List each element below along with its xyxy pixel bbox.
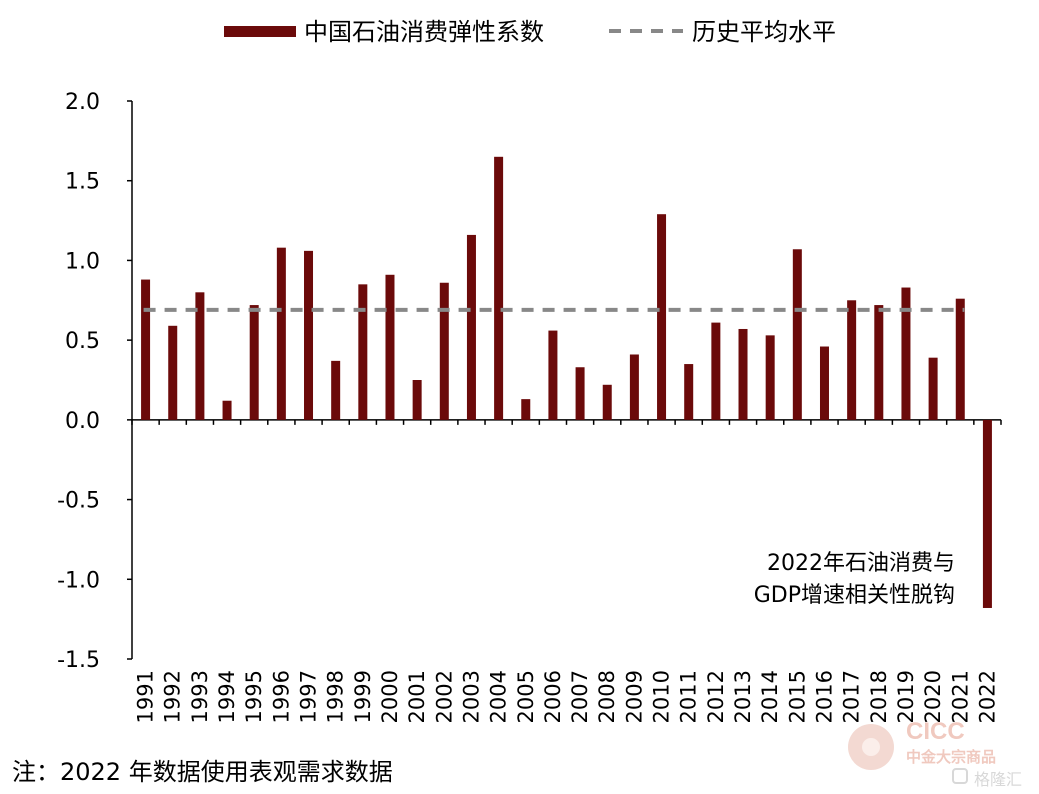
x-tick-label: 2015 bbox=[785, 670, 809, 723]
bar-2019 bbox=[901, 287, 911, 420]
x-tick-label: 2013 bbox=[731, 670, 755, 723]
y-tick-label: -1.0 bbox=[57, 568, 100, 593]
x-tick-label: 2019 bbox=[894, 670, 918, 723]
bar-1997 bbox=[304, 250, 314, 420]
x-tick-label: 1998 bbox=[324, 670, 348, 723]
x-tick-label: 2006 bbox=[541, 670, 565, 723]
bar-2013 bbox=[738, 328, 748, 420]
bar-2022 bbox=[982, 419, 992, 608]
bar-2021 bbox=[955, 298, 965, 420]
legend-bar-label: 中国石油消费弹性系数 bbox=[304, 18, 544, 46]
x-tick-label: 2003 bbox=[459, 670, 483, 723]
bar-1993 bbox=[195, 292, 205, 420]
bar-2009 bbox=[629, 354, 639, 420]
x-tick-label: 2017 bbox=[840, 670, 864, 723]
y-tick-label: 1.0 bbox=[65, 249, 100, 274]
y-tick-label: 0.5 bbox=[65, 329, 100, 354]
bar-2017 bbox=[847, 300, 857, 420]
y-tick-label: -0.5 bbox=[57, 489, 100, 514]
x-tick-label: 2016 bbox=[812, 670, 836, 723]
watermark-sub: 中金大宗商品 bbox=[906, 748, 997, 766]
watermark-sub2: 格隆汇 bbox=[974, 770, 1023, 789]
bar-2001 bbox=[412, 380, 422, 420]
x-tick-label: 2012 bbox=[704, 670, 728, 723]
x-tick-label: 2001 bbox=[405, 670, 429, 723]
y-tick-label: -1.5 bbox=[57, 648, 100, 673]
bar-2003 bbox=[466, 234, 476, 420]
x-tick-label: 2021 bbox=[948, 670, 972, 723]
x-tick-label: 1999 bbox=[351, 670, 375, 723]
bar-2016 bbox=[819, 346, 829, 420]
x-tick-label: 1997 bbox=[297, 670, 321, 723]
x-tick-label: 2018 bbox=[867, 670, 891, 723]
x-tick-label: 1996 bbox=[269, 670, 293, 723]
bar-2010 bbox=[657, 214, 667, 420]
annotation-line: GDP增速相关性脱钩 bbox=[754, 583, 955, 608]
bar-1991 bbox=[141, 279, 151, 420]
x-tick-label: 2005 bbox=[514, 670, 538, 723]
legend-bar-swatch bbox=[224, 26, 296, 37]
x-tick-label: 1993 bbox=[188, 670, 212, 723]
bar-2005 bbox=[521, 399, 531, 420]
bar-2020 bbox=[928, 357, 938, 420]
x-tick-label: 1992 bbox=[161, 670, 185, 723]
bar-2014 bbox=[765, 335, 775, 420]
x-tick-label: 2007 bbox=[568, 670, 592, 723]
x-tick-label: 2009 bbox=[622, 670, 646, 723]
bar-2006 bbox=[548, 330, 558, 420]
x-tick-label: 2022 bbox=[975, 670, 999, 723]
bar-1992 bbox=[168, 325, 178, 420]
y-tick-label: 2.0 bbox=[65, 90, 100, 115]
bar-1999 bbox=[358, 284, 368, 420]
bar-1995 bbox=[249, 305, 259, 420]
x-tick-label: 1991 bbox=[134, 670, 158, 723]
bar-1994 bbox=[222, 400, 232, 420]
watermark-logo: CICC 中金大宗商品 格隆汇 bbox=[848, 718, 1033, 789]
x-tick-label: 2004 bbox=[487, 670, 511, 723]
gelonghui-icon bbox=[952, 768, 968, 784]
annotation-line: 2022年石油消费与 bbox=[767, 551, 955, 576]
x-tick-label: 1994 bbox=[215, 670, 239, 723]
y-tick-label: 0.0 bbox=[65, 409, 100, 434]
bar-2004 bbox=[494, 156, 504, 420]
x-tick-label: 2002 bbox=[432, 670, 456, 723]
cicc-logo-icon bbox=[848, 724, 894, 770]
bar-2012 bbox=[711, 322, 721, 420]
bar-2007 bbox=[575, 367, 585, 420]
bar-2008 bbox=[602, 384, 612, 420]
x-tick-label: 2000 bbox=[378, 670, 402, 723]
x-tick-label: 2014 bbox=[758, 670, 782, 723]
legend-average-label: 历史平均水平 bbox=[692, 18, 836, 46]
watermark-brand: CICC bbox=[906, 718, 965, 745]
y-tick-label: 1.5 bbox=[65, 170, 100, 195]
x-tick-label: 2008 bbox=[595, 670, 619, 723]
x-tick-label: 2020 bbox=[921, 670, 945, 723]
bar-1998 bbox=[331, 360, 341, 420]
x-tick-label: 2011 bbox=[677, 670, 701, 723]
footnote: 注：2022 年数据使用表观需求数据 bbox=[12, 758, 393, 786]
bar-2000 bbox=[385, 274, 395, 420]
x-tick-label: 2010 bbox=[650, 670, 674, 723]
bar-2015 bbox=[792, 249, 802, 420]
bar-2011 bbox=[684, 364, 694, 420]
bar-2018 bbox=[874, 305, 884, 420]
x-tick-label: 1995 bbox=[242, 670, 266, 723]
bar-1996 bbox=[276, 247, 286, 420]
bar-2002 bbox=[439, 282, 449, 420]
